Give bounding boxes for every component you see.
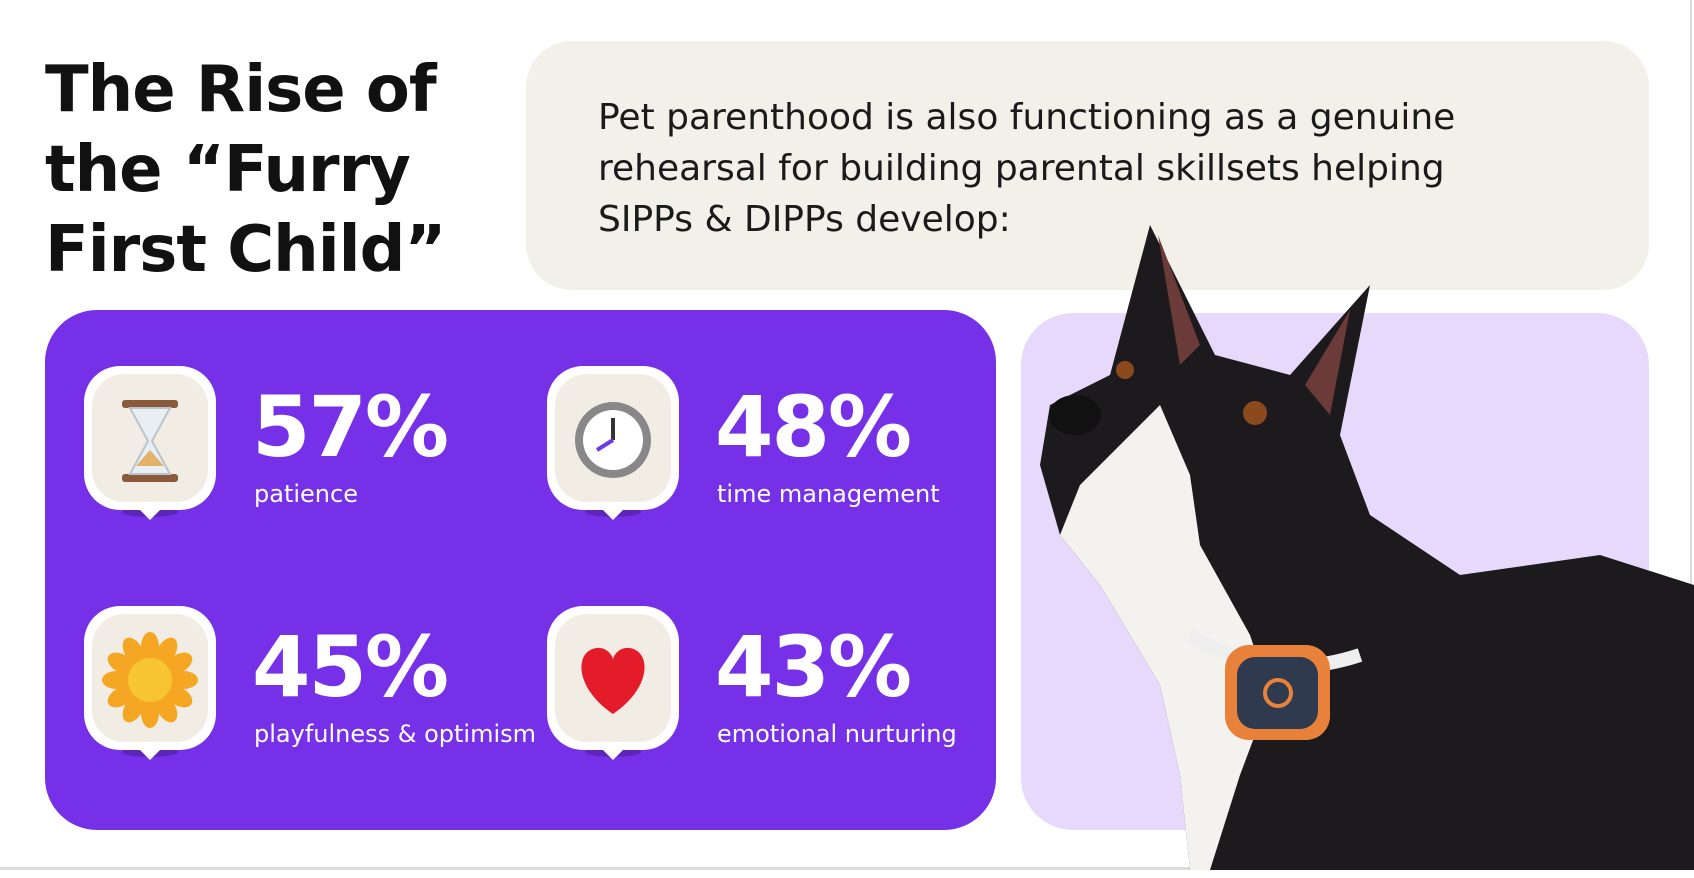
stat-icon	[547, 366, 679, 520]
title: The Rise of the “Furry First Child”	[45, 50, 446, 290]
stat-label: emotional nurturing	[717, 720, 957, 748]
stat-label: playfulness & optimism	[254, 720, 537, 748]
intro-line: Pet parenthood is also functioning as a …	[598, 97, 1456, 138]
title-line: the “Furry	[45, 133, 411, 207]
stat-value: 57%	[252, 378, 449, 476]
stat-icon	[547, 606, 679, 760]
intro-line: rehearsal for building parental skillset…	[598, 148, 1445, 189]
stat-icon	[84, 366, 216, 520]
title-line: First Child”	[45, 213, 446, 287]
stat: 43% emotional nurturing	[543, 602, 1003, 762]
stat-label: time management	[717, 480, 940, 508]
dog-illustration	[1040, 225, 1694, 870]
stat: 57% patience	[80, 362, 540, 522]
stat-icon	[84, 606, 216, 760]
intro-box	[526, 41, 1649, 290]
stat-label: patience	[254, 480, 358, 508]
intro-line: SIPPs & DIPPs develop:	[598, 199, 1011, 240]
stat-value: 48%	[715, 378, 912, 476]
title-line: The Rise of	[45, 53, 437, 127]
intro: Pet parenthood is also functioning as a …	[598, 92, 1455, 245]
stat-value: 45%	[252, 618, 449, 716]
stat-value: 43%	[715, 618, 912, 716]
stat: 48% time management	[543, 362, 1003, 522]
stat: 45% playfulness & optimism	[80, 602, 540, 762]
